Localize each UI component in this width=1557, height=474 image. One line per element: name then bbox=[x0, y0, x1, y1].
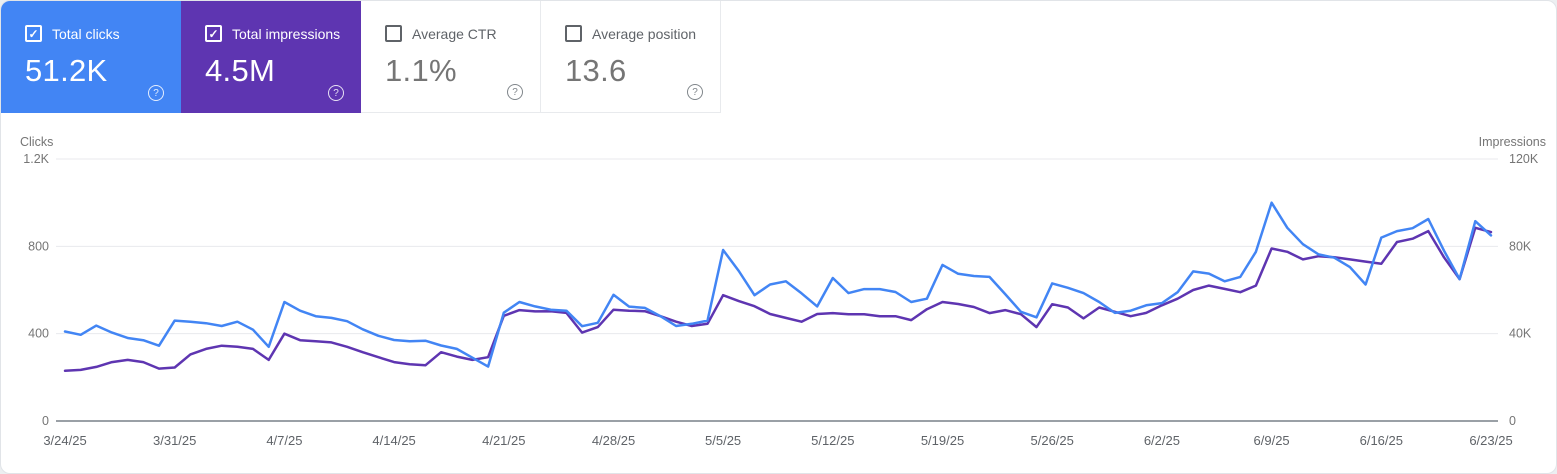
help-icon[interactable]: ? bbox=[148, 85, 164, 101]
right-axis-tick-label: 0 bbox=[1509, 414, 1516, 428]
card-header: Average CTR bbox=[385, 25, 540, 42]
metric-cards-row: Total clicks 51.2K ? Total impressions 4… bbox=[1, 1, 1556, 113]
x-axis-date-label: 4/7/25 bbox=[266, 433, 302, 448]
right-axis-tick-label: 120K bbox=[1509, 152, 1539, 166]
average-position-value: 13.6 bbox=[565, 53, 627, 88]
x-axis-date-label: 3/24/25 bbox=[43, 433, 86, 448]
card-header: Average position bbox=[565, 25, 720, 42]
total-impressions-value: 4.5M bbox=[205, 53, 276, 88]
x-axis-date-label: 5/5/25 bbox=[705, 433, 741, 448]
clicks-line bbox=[63, 201, 1493, 368]
left-axis-title: Clicks bbox=[20, 135, 53, 149]
metric-card-average-position[interactable]: Average position 13.6 ? bbox=[541, 1, 721, 113]
x-axis-date-label: 3/31/25 bbox=[153, 433, 196, 448]
x-axis-date-label: 6/23/25 bbox=[1469, 433, 1512, 448]
average-position-label: Average position bbox=[592, 25, 697, 42]
metric-card-average-ctr[interactable]: Average CTR 1.1% ? bbox=[361, 1, 541, 113]
card-header: Total clicks bbox=[25, 25, 181, 42]
average-ctr-value: 1.1% bbox=[385, 53, 457, 88]
x-axis-date-label: 4/21/25 bbox=[482, 433, 525, 448]
left-axis-tick-label: 0 bbox=[42, 414, 49, 428]
performance-chart: 0 0 400 40K 800 80K 1.2K 120K Clicks Impressions 3… bbox=[20, 135, 1546, 448]
x-axis-date-label: 6/16/25 bbox=[1360, 433, 1403, 448]
average-ctr-checkbox[interactable] bbox=[385, 25, 402, 42]
left-axis-tick-label: 800 bbox=[28, 239, 49, 253]
right-axis-title: Impressions bbox=[1479, 135, 1546, 149]
average-ctr-label: Average CTR bbox=[412, 25, 497, 42]
impressions-line bbox=[63, 226, 1493, 373]
left-axis-tick-label: 400 bbox=[28, 327, 49, 341]
metric-card-total-impressions[interactable]: Total impressions 4.5M ? bbox=[181, 1, 361, 113]
total-impressions-checkbox[interactable] bbox=[205, 25, 222, 42]
total-clicks-checkbox[interactable] bbox=[25, 25, 42, 42]
x-axis-date-label: 5/26/25 bbox=[1031, 433, 1074, 448]
average-position-checkbox[interactable] bbox=[565, 25, 582, 42]
x-axis-date-label: 5/19/25 bbox=[921, 433, 964, 448]
help-icon[interactable]: ? bbox=[328, 85, 344, 101]
metric-card-total-clicks[interactable]: Total clicks 51.2K ? bbox=[1, 1, 181, 113]
help-icon[interactable]: ? bbox=[507, 84, 523, 100]
performance-chart-area: 0 0 400 40K 800 80K 1.2K 120K Clicks Impressions 3… bbox=[1, 113, 1556, 473]
right-axis-tick-label: 40K bbox=[1509, 327, 1532, 341]
right-axis-tick-label: 80K bbox=[1509, 239, 1532, 253]
x-axis-date-label: 5/12/25 bbox=[811, 433, 854, 448]
help-icon[interactable]: ? bbox=[687, 84, 703, 100]
left-axis-tick-label: 1.2K bbox=[23, 152, 49, 166]
card-header: Total impressions bbox=[205, 25, 361, 42]
total-clicks-label: Total clicks bbox=[52, 25, 120, 42]
x-axis-date-label: 6/2/25 bbox=[1144, 433, 1180, 448]
x-axis-date-label: 4/28/25 bbox=[592, 433, 635, 448]
total-clicks-value: 51.2K bbox=[25, 53, 108, 88]
x-axis-date-label: 4/14/25 bbox=[372, 433, 415, 448]
x-axis-date-label: 6/9/25 bbox=[1254, 433, 1290, 448]
total-impressions-label: Total impressions bbox=[232, 25, 341, 42]
